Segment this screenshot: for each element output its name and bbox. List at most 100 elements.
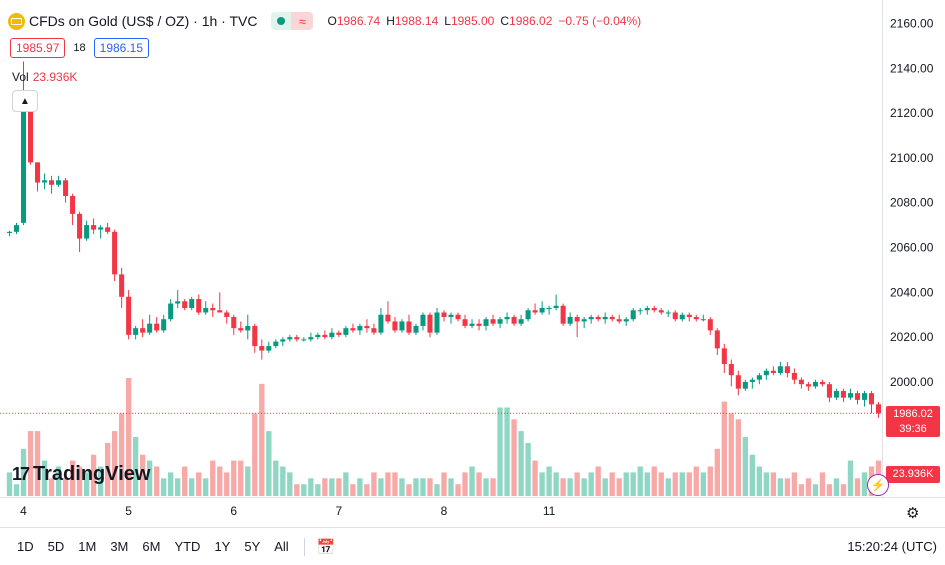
calendar-goto-date-icon[interactable]: 📅 <box>316 538 336 556</box>
settings-gear-icon[interactable]: ⚙ <box>906 505 920 522</box>
volume-bar <box>168 472 174 496</box>
volume-bar <box>329 478 335 496</box>
candle-body <box>434 312 440 333</box>
range-1y[interactable]: 1Y <box>214 539 231 554</box>
candle-body <box>763 370 769 376</box>
candle-body <box>840 390 846 398</box>
candle-body <box>98 227 104 230</box>
market-status-pill[interactable]: ≈ <box>271 12 314 30</box>
candle-body <box>476 323 482 326</box>
low-label: L <box>444 14 451 28</box>
collapse-legend-button[interactable]: ▲ <box>12 90 38 112</box>
close-value: 1986.02 <box>509 14 553 28</box>
candle-body <box>63 180 69 196</box>
candle-body <box>70 195 76 214</box>
sell-button[interactable]: 1985.97 <box>10 38 66 58</box>
candle-body <box>126 296 132 335</box>
volume-bar <box>308 478 314 496</box>
time-tick-label: 5 <box>125 504 132 518</box>
candle-body <box>119 274 125 297</box>
candle-body <box>105 227 111 232</box>
volume-bar <box>469 466 475 496</box>
range-5d[interactable]: 5D <box>47 539 65 554</box>
range-1m[interactable]: 1M <box>78 539 97 554</box>
candle-body <box>497 319 503 324</box>
range-selector: 1D 5D 1M 3M 6M YTD 1Y 5Y All <box>10 539 296 554</box>
price-tick-label: 2160.00 <box>890 16 934 30</box>
last-price-tag: 1986.02 <box>886 406 940 422</box>
volume-bar <box>147 460 153 496</box>
volume-bar <box>441 472 447 496</box>
candle-body <box>686 314 692 317</box>
volume-bar <box>62 478 69 496</box>
candle-body <box>441 312 447 317</box>
volume-bar <box>132 437 139 496</box>
price-tick-label: 2100.00 <box>890 151 934 165</box>
candle-body <box>567 316 573 324</box>
candle-body <box>693 316 699 320</box>
candle-body <box>637 310 643 312</box>
volume-bar <box>266 431 272 496</box>
close-label: C <box>500 14 510 28</box>
candle-body <box>182 301 188 309</box>
volume-bar <box>371 472 377 496</box>
candle-body <box>469 323 475 326</box>
candle-body <box>623 319 629 322</box>
candle-body <box>861 393 868 400</box>
volume-bar <box>462 472 468 496</box>
volume-bar <box>791 472 798 496</box>
volume-bar <box>658 472 664 496</box>
price-axis[interactable]: 2000.00 2020.00 2040.00 2060.00 2080.00 2100.… <box>890 16 934 389</box>
candle-body <box>35 162 41 183</box>
volume-bar <box>840 484 847 496</box>
volume-bar <box>735 419 741 496</box>
volume-bar <box>399 478 405 496</box>
candle-body <box>742 381 748 389</box>
range-all[interactable]: All <box>274 539 289 554</box>
gold-symbol-icon <box>8 12 25 30</box>
candle-body <box>217 310 223 313</box>
candle-body <box>252 325 258 347</box>
symbol-header: CFDs on Gold (US$ / OZ) · 1h · TVC ≈ O19… <box>8 10 641 32</box>
volume-bar <box>118 413 125 496</box>
candle-body <box>490 319 496 324</box>
price-tick-label: 2020.00 <box>890 330 934 344</box>
range-3m[interactable]: 3M <box>110 539 129 554</box>
candle-body <box>364 325 370 329</box>
volume-bar <box>686 472 692 496</box>
range-5y[interactable]: 5Y <box>244 539 261 554</box>
volume-bar <box>350 484 356 496</box>
time-axis[interactable]: 4 5 6 7 8 11 <box>20 504 555 518</box>
buy-button[interactable]: 1986.15 <box>93 38 150 58</box>
candle-body <box>112 231 118 275</box>
range-6m[interactable]: 6M <box>142 539 161 554</box>
volume-bar <box>749 454 756 496</box>
candle-body <box>847 393 853 398</box>
volume-bar <box>175 478 181 496</box>
candle-body <box>245 325 251 331</box>
volume-bar <box>623 472 629 496</box>
candle-body <box>672 312 678 320</box>
tradingview-logo[interactable]: 17 TradingView <box>12 463 150 486</box>
candle-body <box>56 180 62 185</box>
candle-body <box>749 379 755 382</box>
volume-bar <box>83 472 90 496</box>
volume-bar <box>231 460 237 496</box>
chevron-up-icon: ▲ <box>20 95 30 107</box>
volume-bar <box>581 478 587 496</box>
volume-bar <box>763 472 770 496</box>
price-chart[interactable]: 2000.00 2020.00 2040.00 2060.00 2080.00 2100.… <box>0 0 945 527</box>
utc-clock[interactable]: 15:20:24 (UTC) <box>847 539 937 554</box>
high-value: 1988.14 <box>394 14 439 28</box>
candle-body <box>777 366 783 373</box>
lightning-icon[interactable]: ⚡ <box>867 474 889 496</box>
symbol-title[interactable]: CFDs on Gold (US$ / OZ) · 1h · TVC <box>29 13 258 29</box>
volume-bar <box>6 472 13 496</box>
candle-body <box>301 339 307 341</box>
range-1d[interactable]: 1D <box>17 539 34 554</box>
volume-bar <box>588 472 594 496</box>
price-tick-label: 2040.00 <box>890 285 934 299</box>
volume-bar <box>630 472 636 496</box>
range-ytd[interactable]: YTD <box>174 539 201 554</box>
volume-bar <box>448 478 454 496</box>
